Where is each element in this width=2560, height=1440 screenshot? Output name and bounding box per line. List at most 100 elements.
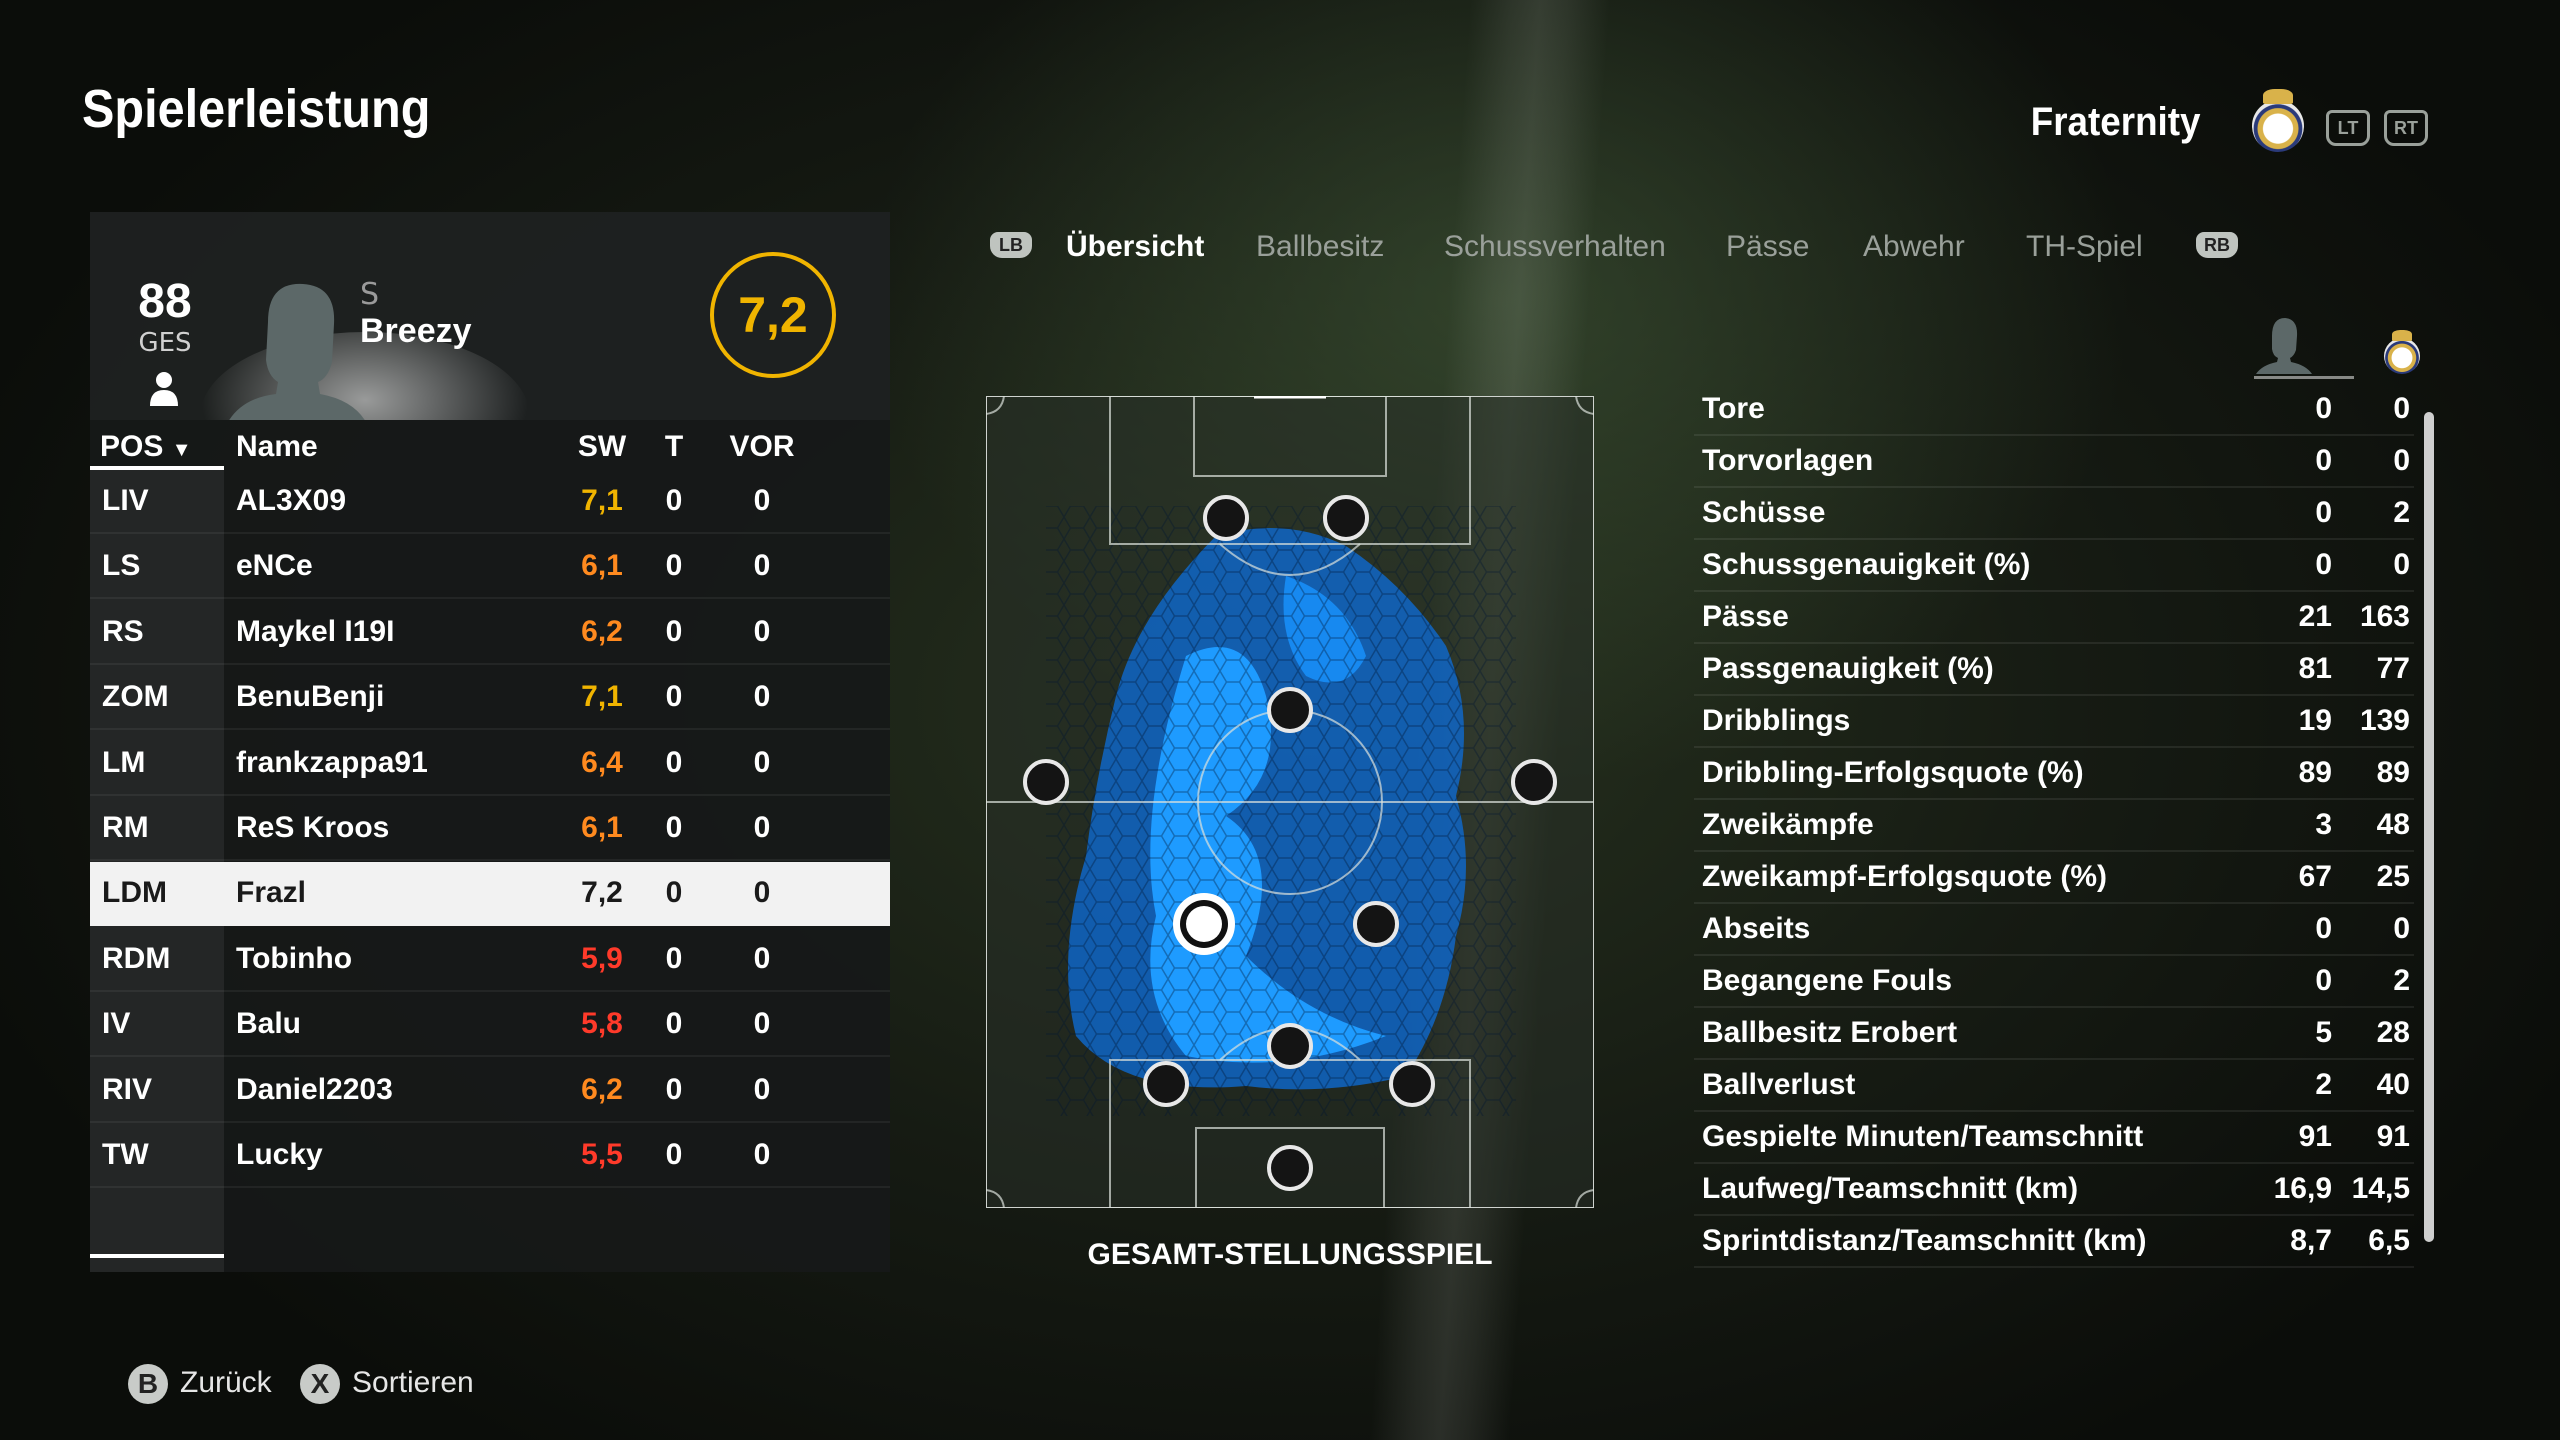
stat-label: Begangene Fouls	[1702, 964, 1953, 997]
player-dot	[1353, 901, 1399, 947]
position-cell: RS	[102, 614, 144, 648]
stat-row: Passgenauigkeit (%) 81 77	[1694, 644, 2414, 696]
column-header-t[interactable]: T	[664, 430, 684, 463]
tab-2[interactable]: Schussverhalten	[1444, 230, 1666, 263]
rb-button-icon[interactable]: RB	[2196, 232, 2238, 258]
table-row[interactable]: RS Maykel I19I 6,2 0 0	[90, 601, 890, 665]
goals-cell: 0	[665, 941, 683, 975]
stat-player-value: 0	[2315, 912, 2332, 945]
position-heatmap-pitch	[986, 396, 1594, 1208]
stat-label: Dribbling-Erfolgsquote (%)	[1702, 756, 2084, 789]
table-row[interactable]: TW Lucky 5,5 0 0	[90, 1124, 890, 1188]
stat-row: Begangene Fouls 0 2	[1694, 956, 2414, 1008]
match-rating-value: 7,2	[738, 287, 808, 343]
tab-3[interactable]: Pässe	[1726, 230, 1810, 263]
goals-cell: 0	[665, 1072, 683, 1106]
stat-player-value: 5	[2315, 1016, 2332, 1049]
stat-player-value: 67	[2298, 860, 2332, 893]
stat-player-value: 8,7	[2290, 1224, 2332, 1257]
stat-row: Gespielte Minuten/Teamschnitt 91 91	[1694, 1112, 2414, 1164]
name-cell: Tobinho	[236, 941, 353, 975]
player-silhouette-icon	[229, 283, 365, 420]
lb-button-icon[interactable]: LB	[990, 232, 1032, 258]
stat-row: Dribbling-Erfolgsquote (%) 89 89	[1694, 748, 2414, 800]
column-header-vor[interactable]: VOR	[729, 430, 795, 463]
page-title: Spielerleistung	[82, 79, 431, 139]
stat-team-value: 2	[2393, 496, 2410, 529]
table-row[interactable]: ZOM BenuBenji 7,1 0 0	[90, 666, 890, 731]
stat-player-value: 0	[2315, 964, 2332, 997]
position-cell: RM	[102, 811, 149, 844]
stat-label: Schussgenauigkeit (%)	[1702, 548, 2031, 581]
table-row[interactable]: LM frankzappa91 6,4 0 0	[90, 732, 890, 796]
tab-1[interactable]: Ballbesitz	[1256, 230, 1385, 263]
tab-0[interactable]: Übersicht	[1066, 230, 1205, 263]
table-row[interactable]: LDM Frazl 7,2 0 0	[90, 862, 890, 927]
table-row[interactable]: LS eNCe 6,1 0 0	[90, 535, 890, 600]
stat-label: Sprintdistanz/Teamschnitt (km)	[1702, 1224, 2147, 1257]
stat-player-value: 0	[2315, 444, 2332, 477]
player-dot	[1323, 495, 1369, 541]
column-header-sw[interactable]: SW	[577, 430, 627, 463]
goals-cell: 0	[665, 680, 683, 714]
table-row[interactable]: LIV AL3X09 7,1 0 0	[90, 470, 890, 534]
table-row[interactable]: RM ReS Kroos 6,1 0 0	[90, 797, 890, 861]
rating-cell: 5,5	[581, 1138, 623, 1171]
stat-team-value: 25	[2376, 860, 2410, 893]
assists-cell: 0	[753, 1072, 771, 1106]
assists-cell: 0	[753, 549, 771, 583]
assists-cell: 0	[753, 745, 771, 779]
stat-team-value: 6,5	[2368, 1224, 2410, 1257]
assists-cell: 0	[753, 484, 771, 517]
b-button-icon[interactable]: B	[128, 1364, 168, 1404]
stat-player-value: 0	[2315, 496, 2332, 529]
stat-label: Pässe	[1702, 600, 1789, 633]
stat-row: Zweikämpfe 3 48	[1694, 800, 2414, 852]
position-cell: LDM	[102, 876, 167, 910]
position-cell: LIV	[102, 484, 149, 517]
stat-team-value: 48	[2376, 808, 2410, 841]
stat-team-value: 0	[2393, 444, 2410, 477]
stat-team-value: 77	[2376, 652, 2410, 685]
stat-row: Schüsse 0 2	[1694, 488, 2414, 540]
stat-player-value: 0	[2315, 392, 2332, 425]
assists-cell: 0	[753, 1007, 771, 1041]
table-row[interactable]: RIV Daniel2203 6,2 0 0	[90, 1059, 890, 1123]
goals-cell: 0	[665, 549, 683, 583]
position-cell: LM	[102, 745, 146, 779]
name-cell: Balu	[236, 1007, 302, 1041]
name-cell: Daniel2203	[236, 1072, 393, 1106]
rating-cell: 6,2	[581, 1072, 623, 1106]
stat-row: Zweikampf-Erfolgsquote (%) 67 25	[1694, 852, 2414, 904]
rating-cell: 6,4	[581, 745, 623, 779]
stat-player-value: 2	[2315, 1068, 2332, 1101]
stat-player-value: 89	[2298, 756, 2332, 789]
stat-team-value: 89	[2376, 756, 2410, 789]
goals-cell: 0	[665, 745, 683, 779]
stat-row: Sprintdistanz/Teamschnitt (km) 8,7 6,5	[1694, 1216, 2414, 1268]
lt-button-icon[interactable]: LT	[2326, 110, 2370, 146]
player-dot	[1267, 1023, 1313, 1069]
stat-player-value: 3	[2315, 808, 2332, 841]
name-cell: frankzappa91	[236, 745, 428, 779]
column-header-pos[interactable]: POS ▼	[100, 430, 192, 463]
rating-cell: 6,2	[581, 614, 623, 648]
goals-cell: 0	[665, 614, 683, 648]
stat-team-value: 2	[2393, 964, 2410, 997]
sort-label[interactable]: Sortieren	[352, 1366, 474, 1399]
x-button-icon[interactable]: X	[300, 1364, 340, 1404]
rt-button-icon[interactable]: RT	[2384, 110, 2428, 146]
player-list-panel: 88 GES S Breezy 7,2 POS ▼ Name SW T VOR …	[90, 212, 890, 1272]
stat-player-value: 0	[2315, 548, 2332, 581]
stat-row: Tore 0 0	[1694, 384, 2414, 436]
stat-player-value: 81	[2298, 652, 2332, 685]
tab-5[interactable]: TH-Spiel	[2026, 230, 2143, 263]
stat-row: Ballbesitz Erobert 5 28	[1694, 1008, 2414, 1060]
table-row[interactable]: RDM Tobinho 5,9 0 0	[90, 928, 890, 992]
table-row[interactable]: IV Balu 5,8 0 0	[90, 993, 890, 1058]
back-label[interactable]: Zurück	[180, 1366, 272, 1399]
tab-4[interactable]: Abwehr	[1863, 230, 1965, 263]
stats-scrollbar[interactable]	[2424, 412, 2434, 1242]
column-header-name[interactable]: Name	[236, 430, 318, 463]
rating-cell: 5,8	[581, 1007, 623, 1041]
